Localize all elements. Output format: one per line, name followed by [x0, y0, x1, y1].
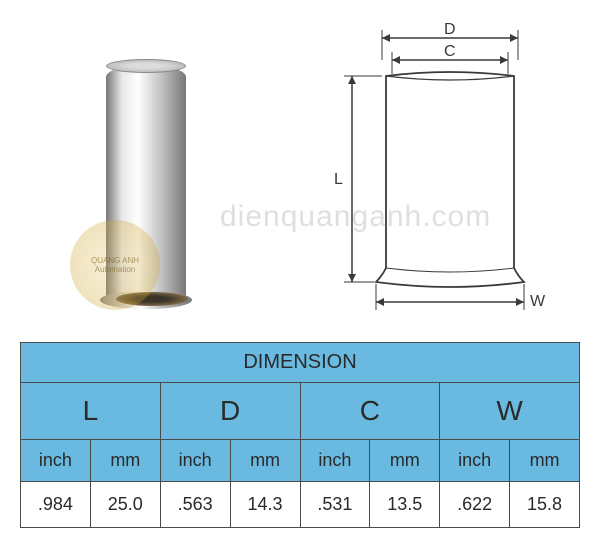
- dimension-table: DIMENSION L D C W inch mm inch mm inch m…: [20, 342, 580, 528]
- label-c: C: [444, 43, 456, 60]
- unit-mm: mm: [230, 440, 300, 482]
- col-C: C: [300, 383, 440, 440]
- unit-mm: mm: [370, 440, 440, 482]
- label-w: W: [530, 293, 546, 310]
- col-D: D: [160, 383, 300, 440]
- unit-mm: mm: [510, 440, 580, 482]
- brand-seal: QUANG ANH Automation: [70, 220, 160, 310]
- col-W: W: [440, 383, 580, 440]
- label-l: L: [334, 171, 343, 188]
- top-section: QUANG ANH Automation D C: [20, 20, 580, 350]
- product-photo: QUANG ANH Automation: [20, 20, 272, 350]
- unit-inch: inch: [300, 440, 370, 482]
- val-W-inch: .622: [440, 482, 510, 528]
- unit-inch: inch: [440, 440, 510, 482]
- unit-inch: inch: [160, 440, 230, 482]
- val-L-inch: .984: [21, 482, 91, 528]
- label-d: D: [444, 21, 456, 38]
- val-W-mm: 15.8: [510, 482, 580, 528]
- watermark-text: dienquanganh.com: [220, 200, 491, 234]
- col-L: L: [21, 383, 161, 440]
- table-title: DIMENSION: [21, 343, 580, 383]
- unit-inch: inch: [21, 440, 91, 482]
- val-C-mm: 13.5: [370, 482, 440, 528]
- unit-mm: mm: [90, 440, 160, 482]
- table-row: .984 25.0 .563 14.3 .531 13.5 .622 15.8: [21, 482, 580, 528]
- dimension-diagram: D C L: [272, 20, 580, 350]
- val-C-inch: .531: [300, 482, 370, 528]
- diagram-svg: D C L: [292, 20, 572, 330]
- val-D-inch: .563: [160, 482, 230, 528]
- val-D-mm: 14.3: [230, 482, 300, 528]
- val-L-mm: 25.0: [90, 482, 160, 528]
- seal-text: QUANG ANH Automation: [70, 256, 160, 274]
